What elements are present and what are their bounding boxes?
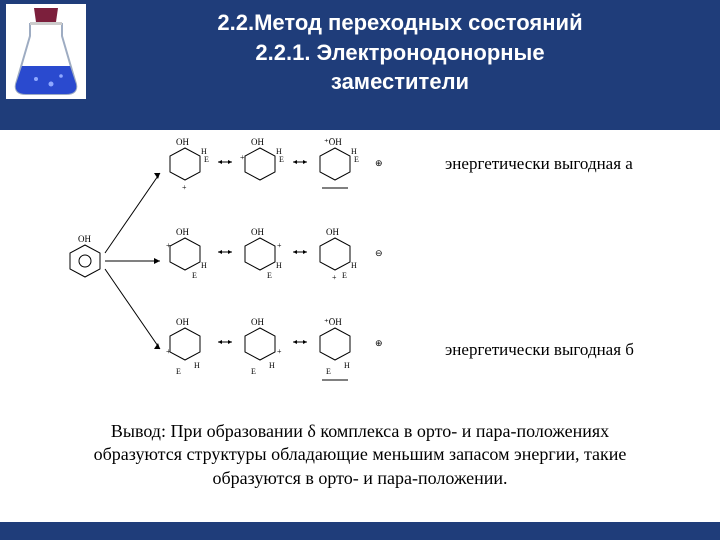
svg-text:+: +: [166, 347, 171, 356]
svg-text:H: H: [276, 261, 282, 270]
svg-text:E: E: [267, 271, 272, 280]
svg-text:+: +: [277, 241, 282, 250]
svg-text:⊕: ⊕: [375, 158, 383, 168]
slide-title: 2.2.Метод переходных состояний 2.2.1. Эл…: [100, 8, 700, 97]
svg-text:+: +: [182, 183, 187, 192]
svg-text:H: H: [351, 261, 357, 270]
svg-text:E: E: [251, 367, 256, 376]
svg-text:E: E: [192, 271, 197, 280]
flask-icon: [6, 4, 86, 99]
svg-text:E: E: [279, 155, 284, 164]
svg-text:OH: OH: [326, 227, 339, 237]
svg-text:⊖: ⊖: [375, 248, 383, 258]
title-line-3: заместители: [331, 69, 469, 94]
title-line-2: 2.2.1. Электронодонорные: [255, 40, 544, 65]
svg-text:E: E: [176, 367, 181, 376]
svg-text:..: ..: [330, 312, 334, 321]
svg-text:H: H: [344, 361, 350, 370]
svg-text:OH: OH: [251, 137, 264, 147]
svg-text:H: H: [194, 361, 200, 370]
svg-text:⊕: ⊕: [375, 338, 383, 348]
row-a-label: энергетически выгодная а: [445, 154, 633, 174]
conclusion-text: Вывод: При образовании δ комплекса в орт…: [70, 420, 650, 490]
svg-text:OH: OH: [176, 227, 189, 237]
svg-text:+: +: [332, 273, 337, 282]
svg-text:+: +: [277, 347, 282, 356]
footer-bar: [0, 522, 720, 540]
svg-text:E: E: [354, 155, 359, 164]
svg-text:OH: OH: [78, 234, 91, 244]
svg-text:OH: OH: [251, 227, 264, 237]
svg-text:E: E: [326, 367, 331, 376]
svg-text:OH: OH: [176, 317, 189, 327]
slide-body: .lbl { font: 9px "Times New Roman", seri…: [0, 130, 720, 510]
svg-text:+: +: [240, 153, 245, 162]
svg-text:E: E: [204, 155, 209, 164]
svg-text:OH: OH: [251, 317, 264, 327]
svg-text:H: H: [201, 261, 207, 270]
resonance-diagram: .lbl { font: 9px "Times New Roman", seri…: [50, 135, 430, 410]
title-line-1: 2.2.Метод переходных состояний: [217, 10, 582, 35]
row-b-label: энергетически выгодная б: [445, 340, 634, 360]
header-bar: 2.2.Метод переходных состояний 2.2.1. Эл…: [0, 0, 720, 130]
svg-text:H: H: [269, 361, 275, 370]
svg-text:OH: OH: [176, 137, 189, 147]
svg-text:E: E: [342, 271, 347, 280]
svg-text:+: +: [166, 241, 171, 250]
svg-text:..: ..: [330, 135, 334, 141]
